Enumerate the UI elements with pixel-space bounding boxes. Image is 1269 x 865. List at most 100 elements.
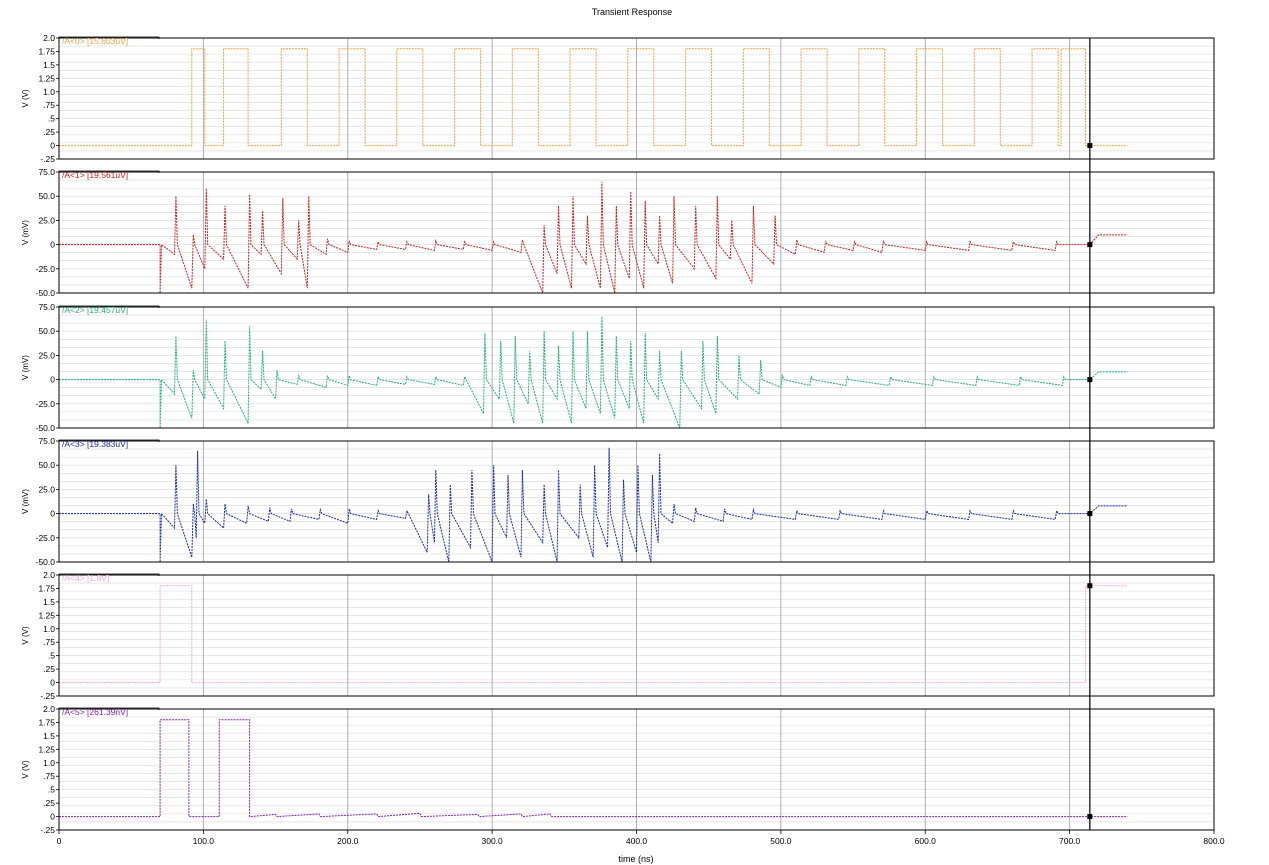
y-tick-label: 0 — [50, 678, 55, 688]
legend-tab-outline — [58, 573, 160, 584]
legend-label: /A<2> [19.457uV] — [62, 305, 128, 315]
x-tick-label: 500.0 — [770, 836, 792, 846]
y-tick-label: .75 — [43, 771, 55, 781]
y-tick-label: 25.0 — [38, 350, 55, 360]
x-tick-label: 700.0 — [1059, 836, 1081, 846]
y-tick-label: 1.75 — [38, 46, 55, 56]
panel-4: 2.0 1.75 1.5 1.25 1.0 .75 .5 .25 0 -.25 V (V) /A<4>… — [21, 570, 1215, 701]
y-tick-label: 1.5 — [43, 731, 55, 741]
y-tick-label: 1.5 — [43, 60, 55, 70]
y-tick-label: -50.0 — [36, 288, 56, 298]
y-tick-label: 1.75 — [38, 717, 55, 727]
series-line-2 — [59, 316, 1128, 429]
legend-tab-outline — [58, 36, 160, 47]
panel-frame — [58, 306, 1215, 429]
legend-tab-outline — [58, 439, 160, 450]
legend-label: /A<5> [261.39nV] — [62, 707, 128, 717]
y-tick-label: 50.0 — [38, 326, 55, 336]
panel-0: 2.0 1.75 1.5 1.25 1.0 .75 .5 .25 0 -.25 V (V) /A<0>… — [21, 33, 1215, 164]
y-tick-label: .5 — [48, 651, 55, 661]
y-tick-label: -50.0 — [36, 423, 56, 433]
y-tick-label: 1.0 — [43, 624, 55, 634]
panel-frame — [58, 440, 1215, 563]
y-axis-label: V (mV) — [21, 489, 30, 514]
y-tick-label: 75.0 — [38, 436, 55, 446]
y-tick-label: 1.25 — [38, 744, 55, 754]
y-tick-label: 50.0 — [38, 191, 55, 201]
x-tick-label: 0 — [57, 836, 62, 846]
legend-tab-outline — [58, 707, 160, 718]
panel-2: 75.0 50.0 25.0 0 -25.0 -50.0 V (mV) /A<2> [19.4… — [21, 302, 1215, 433]
legend-label: /A<1> [19.561uV] — [62, 170, 128, 180]
y-tick-label: 25.0 — [38, 484, 55, 494]
y-tick-label: 0 — [50, 812, 55, 822]
y-tick-label: -25.0 — [36, 533, 56, 543]
series-line-4 — [59, 585, 1128, 684]
legend-5[interactable]: /A<5> [261.39nV] — [58, 707, 160, 718]
panel-3: 75.0 50.0 25.0 0 -25.0 -50.0 V (mV) /A<3> [19.3… — [21, 436, 1215, 567]
y-tick-label: -.25 — [40, 691, 55, 701]
panel-frame — [58, 37, 1215, 160]
legend-3[interactable]: /A<3> [19.383uV] — [58, 439, 160, 450]
y-tick-label: -25.0 — [36, 399, 56, 409]
legend-label: /A<4> [1.8V] — [62, 573, 109, 583]
panel-frame — [58, 171, 1215, 294]
y-tick-label: 50.0 — [38, 460, 55, 470]
y-tick-label: 1.0 — [43, 87, 55, 97]
y-axis-label: V (mV) — [21, 220, 30, 245]
legend-tab-outline — [58, 305, 160, 316]
y-tick-label: -25.0 — [36, 264, 56, 274]
y-tick-label: 1.0 — [43, 758, 55, 768]
y-tick-label: .25 — [43, 798, 55, 808]
x-axis-label: time (ns) — [618, 854, 653, 864]
y-tick-label: 0 — [50, 141, 55, 151]
y-tick-label: 0 — [50, 375, 55, 385]
legend-0[interactable]: /A<0> [15.603uV] — [58, 36, 160, 47]
y-tick-label: .25 — [43, 127, 55, 137]
y-tick-label: 0 — [50, 240, 55, 250]
y-tick-label: -.25 — [40, 154, 55, 164]
x-tick-label: 300.0 — [481, 836, 503, 846]
y-tick-label: -50.0 — [36, 557, 56, 567]
y-tick-label: .25 — [43, 664, 55, 674]
y-tick-label: .75 — [43, 100, 55, 110]
y-tick-label: 2.0 — [43, 570, 55, 580]
series-line-3 — [59, 447, 1128, 563]
legend-tab-outline — [58, 170, 160, 181]
y-tick-label: -.25 — [40, 825, 55, 835]
chart-title: Transient Response — [592, 7, 672, 17]
y-axis-label: V (V) — [21, 626, 30, 645]
panel-frame — [58, 574, 1215, 697]
legend-label: /A<0> [15.603uV] — [62, 36, 128, 46]
series-line-5 — [59, 719, 1128, 818]
series-line-0 — [59, 48, 1128, 147]
legend-1[interactable]: /A<1> [19.561uV] — [58, 170, 160, 181]
y-tick-label: .5 — [48, 114, 55, 124]
y-tick-label: 2.0 — [43, 704, 55, 714]
y-tick-label: 2.0 — [43, 33, 55, 43]
y-axis-label: V (mV) — [21, 355, 30, 380]
legend-label: /A<3> [19.383uV] — [62, 439, 128, 449]
y-tick-label: 25.0 — [38, 215, 55, 225]
x-tick-label: 200.0 — [337, 836, 359, 846]
x-tick-label: 800.0 — [1203, 836, 1225, 846]
y-tick-label: 1.75 — [38, 583, 55, 593]
series-line-1 — [59, 181, 1128, 294]
legend-2[interactable]: /A<2> [19.457uV] — [58, 305, 160, 316]
y-tick-label: .75 — [43, 637, 55, 647]
legend-4[interactable]: /A<4> [1.8V] — [58, 573, 160, 584]
x-tick-label: 600.0 — [915, 836, 937, 846]
y-tick-label: 1.25 — [38, 610, 55, 620]
panel-5: 2.0 1.75 1.5 1.25 1.0 .75 .5 .25 0 -.25 V (V) /A<5>… — [21, 704, 1215, 835]
panel-1: 75.0 50.0 25.0 0 -25.0 -50.0 V (mV) /A<1> [19.5… — [21, 167, 1215, 298]
x-tick-label: 400.0 — [626, 836, 648, 846]
y-axis-label: V (V) — [21, 760, 30, 779]
y-tick-label: .5 — [48, 785, 55, 795]
y-tick-label: 1.25 — [38, 73, 55, 83]
y-tick-label: 0 — [50, 509, 55, 519]
y-tick-label: 75.0 — [38, 167, 55, 177]
x-tick-label: 100.0 — [193, 836, 215, 846]
y-tick-label: 1.5 — [43, 597, 55, 607]
y-axis-label: V (V) — [21, 89, 30, 108]
